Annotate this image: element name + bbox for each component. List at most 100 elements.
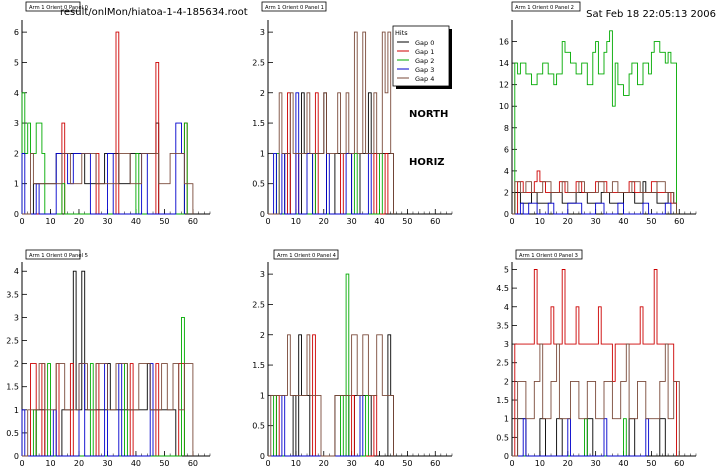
x-tick-label: 50 bbox=[646, 459, 656, 468]
x-tick-label: 40 bbox=[131, 459, 141, 468]
y-tick-label: 1.5 bbox=[6, 383, 19, 392]
y-tick-label: 1.5 bbox=[496, 396, 509, 405]
y-tick-label: 1 bbox=[504, 415, 509, 424]
legend-entry-label: Gap 3 bbox=[415, 66, 434, 74]
y-tick-label: 1.5 bbox=[252, 119, 265, 128]
y-tick-label: 2 bbox=[504, 188, 509, 197]
x-tick-label: 10 bbox=[45, 459, 55, 468]
y-tick-label: 2.5 bbox=[6, 337, 19, 346]
x-tick-label: 40 bbox=[618, 459, 628, 468]
series-line-3 bbox=[21, 122, 185, 215]
y-tick-label: 0 bbox=[14, 452, 19, 461]
chart-panel-4: Arm 1 Orient 0 Panel 4 0 10 20 30 40 50 60 0 0.5 1… bbox=[252, 249, 453, 468]
y-tick-label: 1 bbox=[260, 391, 265, 400]
x-tick-label: 20 bbox=[563, 217, 573, 226]
series-line-3 bbox=[21, 363, 154, 457]
y-tick-label: 6 bbox=[504, 145, 509, 154]
file-name-label: result/onlMon/hiatoa-1-4-185634.root bbox=[60, 7, 248, 18]
y-tick-label: 3 bbox=[260, 270, 265, 279]
legend-entry-label: Gap 0 bbox=[415, 39, 434, 47]
panel-title-box bbox=[25, 1, 81, 12]
panel-title: Arm 1 Orient 0 Panel 0 bbox=[29, 5, 88, 11]
y-tick-label: 6 bbox=[14, 28, 19, 37]
x-tick-label: 50 bbox=[402, 459, 412, 468]
y-tick-label: 4 bbox=[14, 267, 19, 276]
x-tick-label: 50 bbox=[159, 459, 169, 468]
series-line-1 bbox=[22, 31, 188, 215]
annotation-horiz: HORIZ bbox=[409, 157, 445, 168]
x-tick-label: 30 bbox=[102, 217, 112, 226]
y-tick-label: 4 bbox=[14, 89, 19, 98]
x-tick-label: 0 bbox=[509, 459, 514, 468]
y-tick-label: 3 bbox=[260, 28, 265, 37]
x-tick-label: 0 bbox=[19, 217, 24, 226]
x-tick-label: 60 bbox=[430, 459, 440, 468]
x-tick-label: 60 bbox=[430, 217, 440, 226]
y-tick-label: 2 bbox=[504, 377, 509, 386]
series-line-2 bbox=[512, 418, 627, 457]
x-tick-label: 60 bbox=[188, 217, 198, 226]
x-tick-label: 60 bbox=[188, 459, 198, 468]
y-tick-label: 2 bbox=[260, 331, 265, 340]
y-tick-label: 3 bbox=[14, 313, 19, 322]
chart-panel-1: Arm 1 Orient 0 Panel 1 0 10 20 30 40 50 60 0 0.5 1… bbox=[252, 1, 453, 226]
y-tick-label: 3 bbox=[504, 340, 509, 349]
y-tick-label: 10 bbox=[499, 102, 509, 111]
x-tick-label: 10 bbox=[45, 217, 55, 226]
y-tick-label: 2 bbox=[14, 149, 19, 158]
x-tick-label: 60 bbox=[674, 459, 684, 468]
series-line-0 bbox=[512, 418, 666, 457]
series-line-2 bbox=[22, 316, 185, 457]
series-line-1 bbox=[512, 170, 677, 215]
x-tick-label: 60 bbox=[674, 217, 684, 226]
y-tick-label: 0 bbox=[260, 452, 265, 461]
x-tick-label: 40 bbox=[618, 217, 628, 226]
timestamp-label: Sat Feb 18 22:05:13 2006 bbox=[586, 9, 716, 20]
annotation-north: NORTH bbox=[409, 109, 448, 120]
chart-panel-3: Arm 1 Orient 0 Panel 5 0 10 20 30 40 50 60 0 0.5 1… bbox=[6, 249, 211, 468]
y-tick-label: 1 bbox=[260, 149, 265, 158]
panel-title-box bbox=[511, 1, 581, 12]
y-tick-label: 14 bbox=[499, 59, 509, 68]
chart-panel-0: Arm 1 Orient 0 Panel 0 0 10 20 30 40 50 60 0 1 2 3 4… bbox=[14, 1, 211, 226]
legend-entry-label: Gap 1 bbox=[415, 48, 434, 56]
y-tick-label: 4.5 bbox=[496, 284, 509, 293]
y-tick-label: 16 bbox=[499, 38, 509, 47]
x-tick-label: 40 bbox=[131, 217, 141, 226]
x-tick-label: 30 bbox=[591, 459, 601, 468]
panel-title: Arm 1 Orient 0 Panel 3 bbox=[519, 253, 578, 259]
panel-title: Arm 1 Orient 0 Panel 4 bbox=[277, 253, 337, 259]
panel-title: Arm 1 Orient 0 Panel 1 bbox=[265, 5, 324, 11]
x-tick-label: 20 bbox=[74, 217, 84, 226]
y-tick-label: 3 bbox=[14, 119, 19, 128]
y-tick-label: 12 bbox=[499, 81, 509, 90]
legend-entry-label: Gap 2 bbox=[415, 57, 434, 65]
series-line-4 bbox=[268, 31, 394, 215]
series-line-3 bbox=[512, 418, 650, 457]
x-tick-label: 10 bbox=[291, 217, 301, 226]
x-tick-label: 30 bbox=[347, 459, 357, 468]
y-tick-label: 0 bbox=[504, 210, 509, 219]
x-tick-label: 40 bbox=[374, 217, 384, 226]
y-tick-label: 1 bbox=[14, 406, 19, 415]
series-line-1 bbox=[512, 269, 677, 457]
x-tick-label: 0 bbox=[509, 217, 514, 226]
y-tick-label: 2.5 bbox=[252, 300, 265, 309]
x-tick-label: 30 bbox=[102, 459, 112, 468]
x-tick-label: 0 bbox=[19, 459, 24, 468]
y-tick-label: 0.5 bbox=[252, 422, 265, 431]
x-tick-label: 50 bbox=[646, 217, 656, 226]
chart-panel-5: Arm 1 Orient 0 Panel 3 0 10 20 30 40 50 60 0 0.5 1… bbox=[496, 249, 697, 468]
y-tick-label: 5 bbox=[14, 58, 19, 67]
y-tick-label: 1.5 bbox=[252, 361, 265, 370]
legend-title: Hits bbox=[395, 29, 408, 37]
chart-panel-2: Arm 1 Orient 0 Panel 2 0 10 20 30 40 50 60 0 2 4 6 8… bbox=[499, 1, 697, 226]
y-tick-label: 2 bbox=[14, 360, 19, 369]
x-tick-label: 10 bbox=[535, 459, 545, 468]
x-tick-label: 20 bbox=[319, 217, 329, 226]
y-tick-label: 2 bbox=[260, 89, 265, 98]
x-tick-label: 30 bbox=[347, 217, 357, 226]
x-tick-label: 30 bbox=[591, 217, 601, 226]
y-tick-label: 3.5 bbox=[496, 321, 509, 330]
